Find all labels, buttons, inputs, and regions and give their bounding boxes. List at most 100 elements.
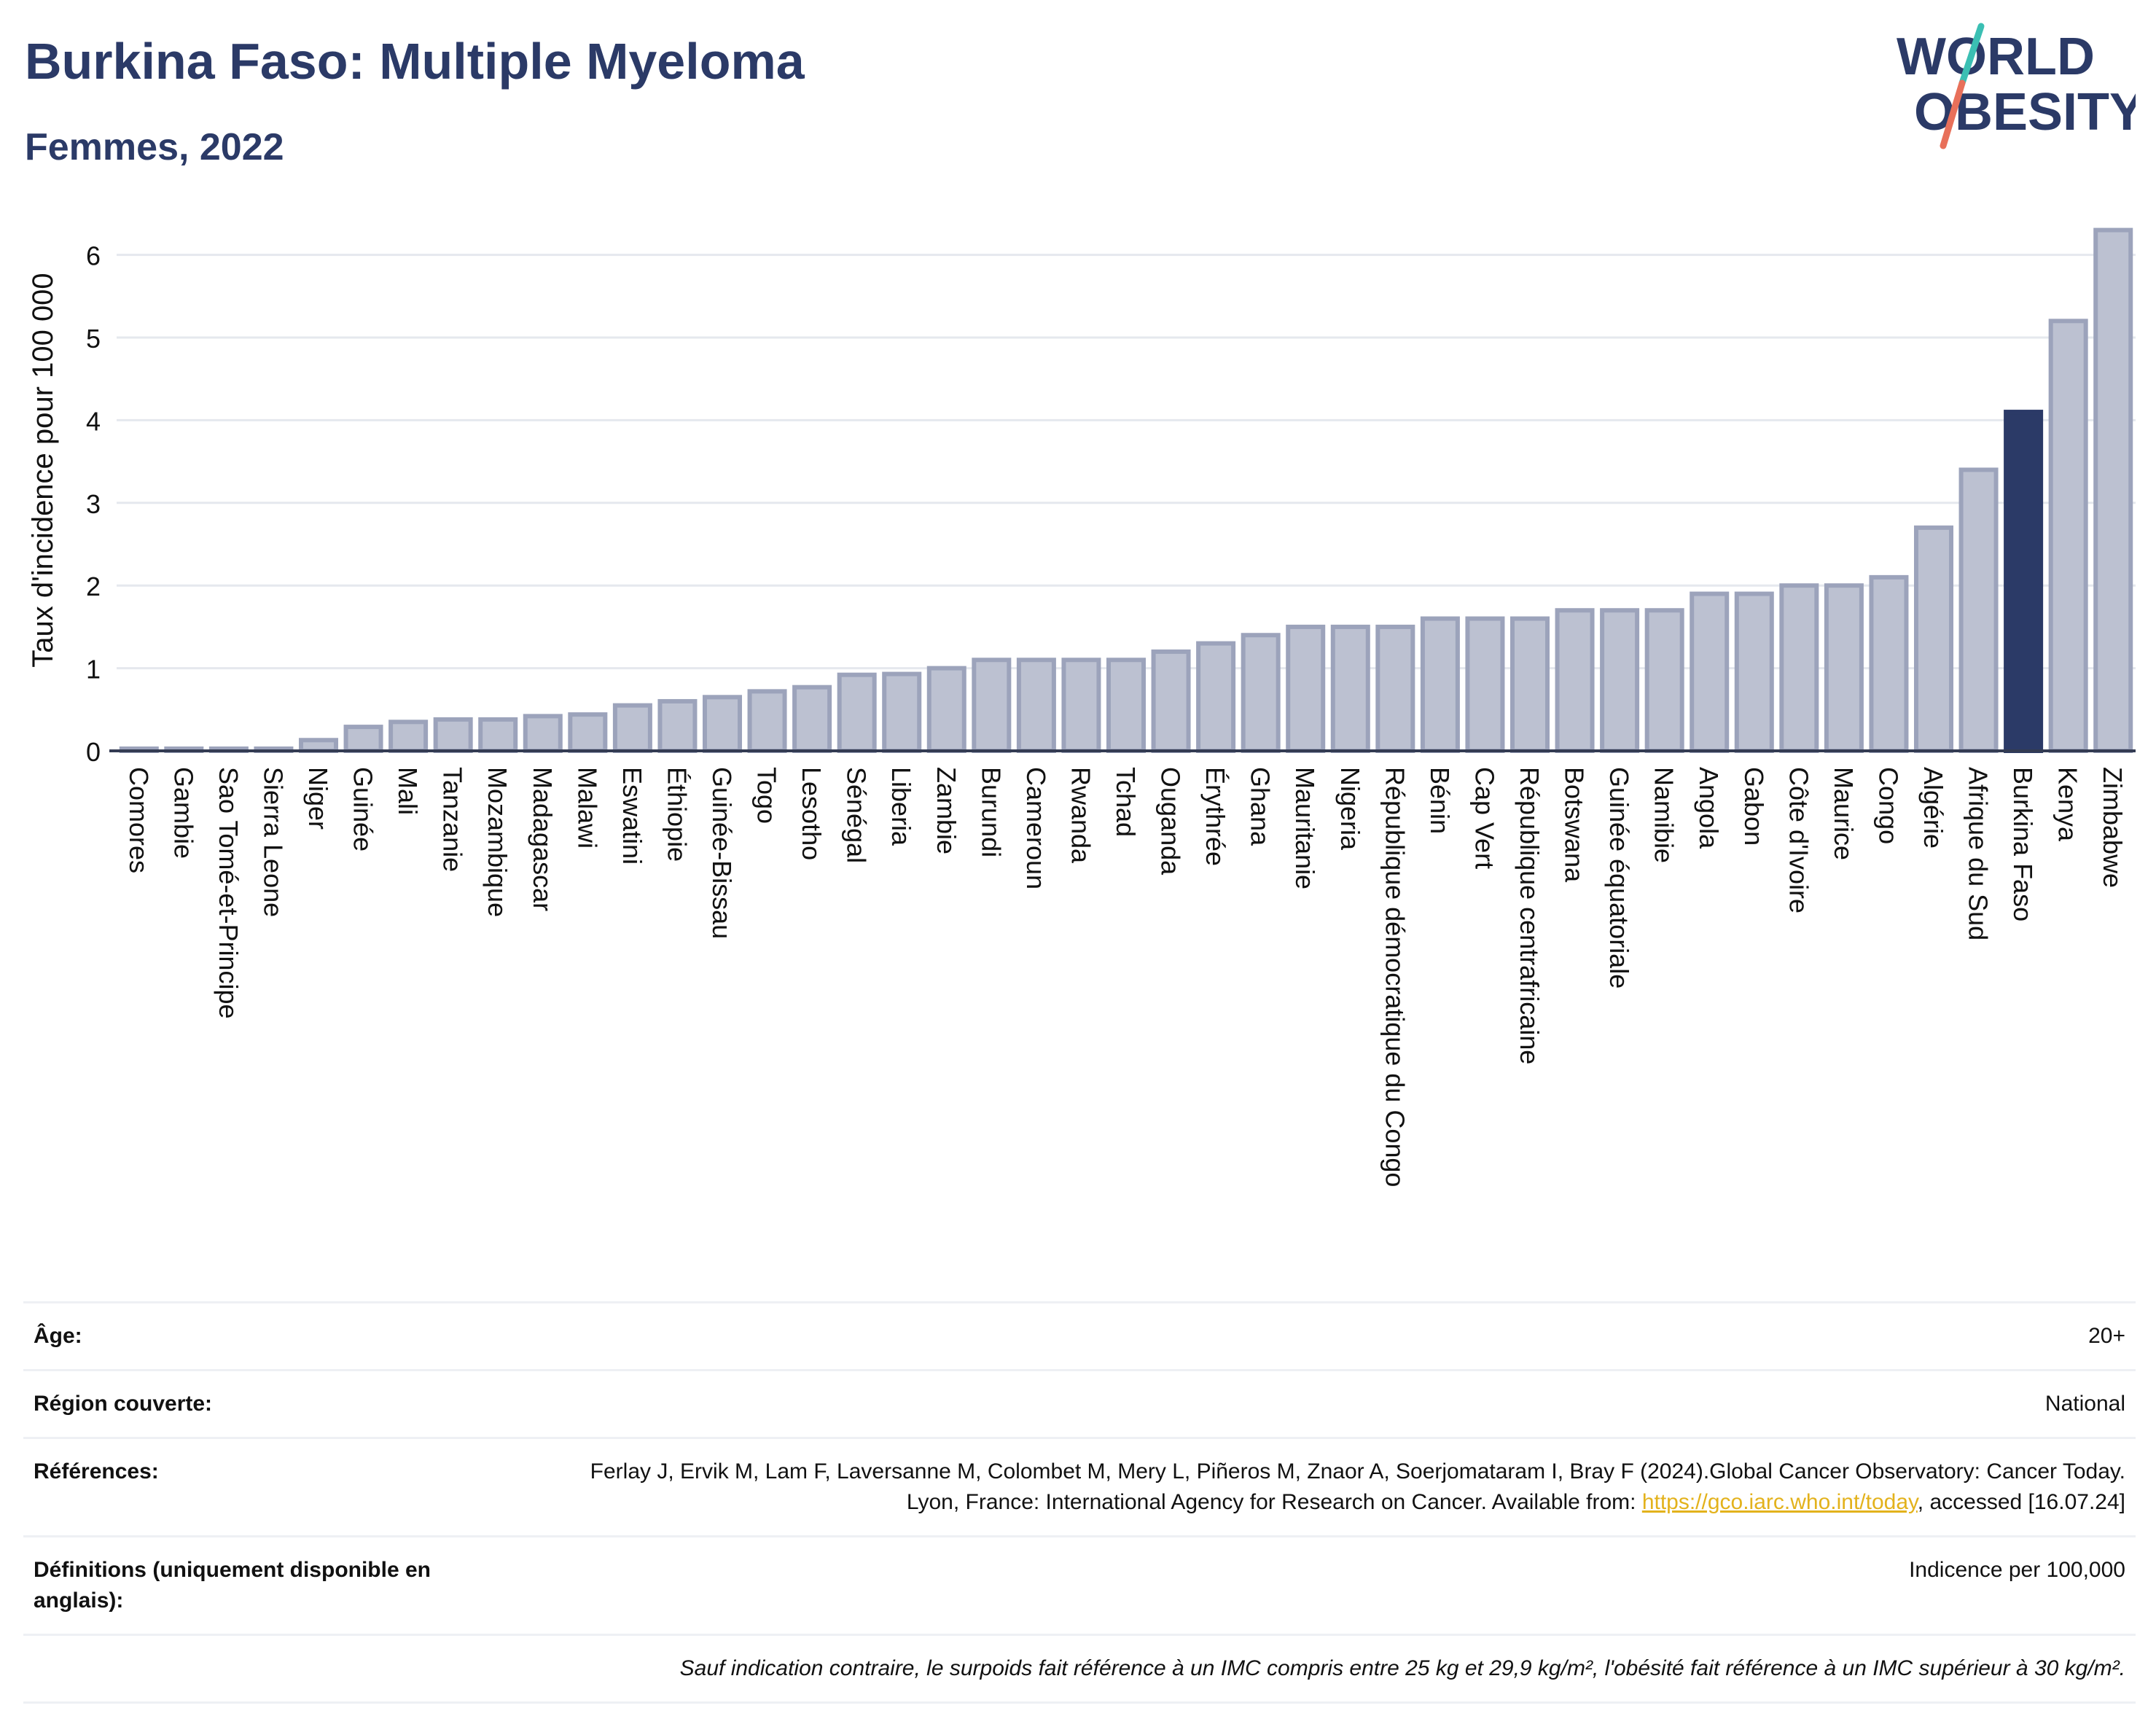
x-tick-label: Guinée-Bissau [707,767,737,939]
bar [568,712,608,754]
logo-text-world: WORLD [1897,28,2095,86]
bar [1061,658,1101,754]
x-tick-label: Guinée [348,767,378,851]
x-tick-label: Comores [124,767,154,873]
bars [119,227,2133,754]
x-tick-label: Lesotho [797,767,827,860]
y-axis-ticks: 0 1 2 3 4 5 6 [86,241,101,767]
y-tick-label: 3 [86,489,101,519]
definitions-value: Indicence per 100,000 [525,1535,2136,1635]
x-tick-label: Algérie [1918,767,1948,849]
bar [388,720,429,753]
bar [792,685,832,754]
x-tick-label: Mali [393,767,423,815]
x-tick-label: Tanzanie [438,767,468,872]
bar [1644,608,1684,753]
chart-subtitle: Femmes, 2022 [25,126,284,168]
bar [1824,583,1864,754]
x-axis-labels: Comores Gambie Sao Tomé-et-Principe Sierra … [124,767,2128,1187]
x-tick-label: Angola [1694,767,1724,849]
x-tick-label: Nigeria [1335,767,1365,851]
info-row-references: Références: Ferlay J, Ervik M, Lam F, La… [23,1437,2136,1537]
bar [1420,616,1460,753]
x-tick-label: Zimbabwe [2098,767,2128,888]
bar [433,717,473,754]
bar [1196,641,1236,754]
y-tick-label: 5 [86,324,101,354]
x-tick-label: Congo [1873,767,1903,844]
bar [747,689,787,753]
x-tick-label: Mauritanie [1290,767,1320,889]
x-tick-label: Éthiopie [662,767,692,862]
x-tick-label: Maurice [1829,767,1859,860]
bar [1375,624,1415,754]
region-label: Région couverte: [23,1369,525,1438]
bar [2093,227,2133,753]
bar [972,658,1012,754]
logo-slash-teal [1958,23,1985,87]
bar [1913,525,1954,753]
bar [657,698,698,754]
bar [1869,574,1909,753]
y-axis-label: Taux d'incidence pour 100 000 [27,273,59,667]
x-tick-label: Ghana [1246,767,1276,846]
bar [2048,319,2088,753]
age-value: 20+ [525,1301,2136,1371]
bar [298,738,339,753]
y-tick-label: 4 [86,406,101,436]
bar [1106,658,1147,754]
bar [702,695,743,753]
bar [523,714,563,754]
x-tick-label: Sierra Leone [258,767,288,917]
references-link[interactable]: https://gco.iarc.who.int/today [1641,1490,1918,1514]
bar [1151,649,1191,753]
x-tick-label: Liberia [886,767,916,846]
bar [478,717,518,754]
x-tick-label: Madagascar [528,767,558,911]
x-tick-label: Ouganda [1156,767,1186,876]
x-tick-label: Zambie [931,767,961,854]
x-tick-label: Mozambique [483,767,512,917]
x-tick-label: Côte d'Ivoire [1784,767,1813,913]
bar [1286,624,1326,754]
x-tick-label: Burkina Faso [2008,767,2038,921]
y-tick-label: 6 [86,241,101,271]
logo-slash-coral [1940,79,1966,149]
x-tick-label: Cameroun [1021,767,1051,889]
definitions-label: Définitions (uniquement disponible en an… [23,1535,525,1635]
world-obesity-logo: WORLD OBESITY [1897,23,2136,149]
x-tick-label: Érythrée [1200,767,1230,866]
bar [837,672,877,753]
bar [1330,624,1370,754]
age-label: Âge: [23,1301,525,1371]
region-value: National [525,1369,2136,1438]
info-table: Âge: 20+ Région couverte: National Référ… [23,1301,2136,1704]
bar [1016,658,1056,754]
bar [1779,583,1819,754]
x-tick-label: Malawi [572,767,602,849]
x-tick-label: Cap Vert [1469,767,1499,869]
bar [1555,608,1595,753]
references-suffix: , accessed [16.07.24] [1917,1490,2125,1514]
bar [926,666,966,753]
bar [1690,591,1730,753]
x-tick-label: Togo [752,767,782,824]
x-tick-label: Sénégal [842,767,872,863]
x-tick-label: Namibie [1649,767,1679,863]
y-tick-label: 0 [86,737,101,767]
x-tick-label: Afrique du Sud [1964,767,1993,940]
x-tick-label: Gambie [168,767,198,859]
references-text: Ferlay J, Ervik M, Lam F, Laversanne M, … [590,1459,2125,1514]
info-row-age: Âge: 20+ [23,1301,2136,1371]
bar [1465,616,1505,753]
bar [343,725,383,754]
x-tick-label: Burundi [976,767,1006,857]
info-row-note: Sauf indication contraire, le surpoids f… [23,1634,2136,1704]
chart-title: Burkina Faso: Multiple Myeloma [25,33,805,90]
bar-highlight [2004,410,2044,753]
references-value: Ferlay J, Ervik M, Lam F, Laversanne M, … [525,1437,2136,1537]
info-row-region: Région couverte: National [23,1369,2136,1438]
x-tick-label: Gabon [1739,767,1769,846]
bar [1600,608,1640,753]
x-tick-label: République centrafricaine [1515,767,1544,1064]
